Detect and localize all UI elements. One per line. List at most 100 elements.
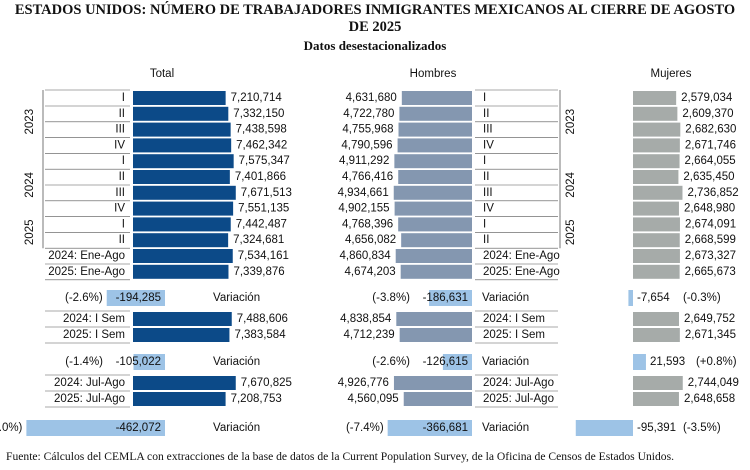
category-label: 2025: Ene-Ago [48, 266, 125, 278]
bar [133, 376, 236, 390]
bar [633, 392, 679, 406]
value-label: 7,324,681 [233, 234, 284, 246]
variation-value: 21,593 [650, 356, 685, 368]
value-label: 7,401,866 [235, 171, 286, 183]
value-label: 4,560,095 [348, 393, 399, 405]
value-label: 2,744,049 [688, 377, 739, 389]
value-label: 7,210,714 [231, 92, 283, 104]
value-label: 7,534,161 [238, 250, 289, 262]
value-label: 4,934,661 [338, 187, 389, 199]
value-label: 2,579,034 [681, 92, 733, 104]
category-label: I [122, 218, 125, 230]
bar [633, 312, 679, 326]
bar [133, 392, 226, 406]
variation-value: -126,615 [423, 356, 468, 368]
bar [633, 170, 679, 184]
bar [133, 170, 230, 184]
value-label: 4,674,203 [345, 266, 396, 278]
value-label: 2,664,055 [685, 155, 736, 167]
value-label: 7,339,876 [233, 266, 284, 278]
panel-title: Mujeres [651, 68, 692, 80]
value-label: 7,332,150 [233, 108, 284, 120]
category-label: III [115, 187, 125, 199]
bar [133, 122, 231, 137]
year-label: 2023 [24, 109, 36, 135]
bar [398, 217, 472, 232]
year-label: 2024 [565, 172, 577, 198]
category-label: I [483, 155, 486, 167]
bar [395, 249, 472, 263]
bar [633, 233, 680, 248]
variation-value: -105,022 [116, 356, 161, 368]
category-label: 2024: Ene-Ago [48, 250, 125, 262]
value-label: 2,648,658 [684, 393, 735, 405]
category-label: 2024: I Sem [483, 313, 545, 325]
category-label: 2024: Ene-Ago [483, 250, 560, 262]
bar [633, 376, 683, 390]
value-label: 4,838,854 [340, 313, 392, 325]
category-label: IV [114, 203, 125, 215]
value-label: 4,722,780 [343, 108, 394, 120]
value-label: 2,671,746 [685, 139, 736, 151]
bar [133, 91, 226, 105]
variation-pct: (-1.4%) [65, 356, 103, 368]
value-label: 4,766,416 [342, 171, 393, 183]
bar [396, 312, 472, 326]
bar [133, 233, 229, 248]
bar [633, 91, 677, 105]
bar [133, 138, 232, 153]
category-label: 2025: I Sem [63, 329, 125, 341]
variation-value: -7,654 [637, 292, 670, 304]
category-label: I [483, 218, 486, 230]
bar [633, 217, 680, 232]
bar [398, 122, 472, 137]
value-label: 4,712,239 [344, 329, 395, 341]
value-label: 7,671,513 [241, 187, 292, 199]
variation-label: Variación [213, 292, 260, 304]
page-title: ESTADOS UNIDOS: NÚMERO DE TRABAJADORES I… [14, 2, 736, 35]
category-label: II [119, 234, 125, 246]
value-label: 4,911,292 [339, 155, 389, 167]
value-label: 2,671,345 [685, 329, 736, 341]
value-label: 2,673,327 [685, 250, 736, 262]
variation-bar [133, 354, 165, 370]
bar [633, 249, 680, 263]
category-label: 2024: Jul-Ago [54, 377, 125, 389]
value-label: 2,649,752 [684, 313, 735, 325]
bar [633, 185, 683, 200]
variation-label: Variación [213, 356, 260, 368]
value-label: 4,926,776 [338, 377, 389, 389]
bar [633, 201, 679, 216]
bar [400, 264, 472, 279]
variation-value: -462,072 [116, 422, 161, 434]
bar [633, 328, 680, 342]
category-label: III [483, 124, 493, 136]
value-label: 2,635,450 [683, 171, 734, 183]
value-label: 4,790,596 [341, 139, 392, 151]
chart: Total7,210,714I7,332,150II7,438,598III7,… [0, 68, 739, 436]
category-label: 2025: Jul-Ago [54, 393, 125, 405]
value-label: 7,462,342 [236, 139, 287, 151]
category-label: 2024: I Sem [63, 313, 125, 325]
value-label: 4,631,680 [346, 92, 397, 104]
value-label: 2,609,370 [682, 108, 733, 120]
bar [633, 106, 678, 121]
category-label: II [483, 171, 489, 183]
category-label: III [483, 187, 493, 199]
variation-label: Variación [213, 422, 260, 434]
value-label: 7,575,347 [239, 155, 290, 167]
variation-value: -366,681 [423, 422, 468, 434]
category-label: I [483, 92, 486, 104]
value-label: 7,670,825 [241, 377, 292, 389]
bar [133, 106, 229, 121]
variation-value: -194,285 [116, 292, 161, 304]
category-label: I [122, 92, 125, 104]
variation-bar [442, 354, 472, 370]
variation-pct: (+0.8%) [696, 356, 737, 368]
category-label: IV [114, 139, 125, 151]
variation-pct: (-2.6%) [372, 356, 410, 368]
variation-bar [429, 290, 472, 306]
bar [401, 233, 472, 248]
variation-bar [633, 354, 646, 370]
year-label: 2023 [565, 109, 577, 135]
